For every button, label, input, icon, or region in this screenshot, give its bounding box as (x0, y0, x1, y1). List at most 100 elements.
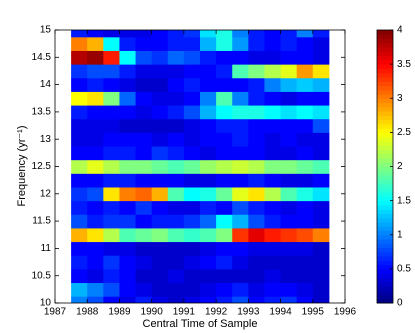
heatmap-cell (103, 50, 120, 65)
heatmap-cell (103, 227, 120, 243)
heatmap-cell (264, 173, 282, 188)
heatmap-cell (71, 186, 88, 202)
colorbar-swatch (377, 119, 393, 125)
heatmap-cell (167, 105, 185, 120)
colorbar-swatch (377, 64, 393, 69)
heatmap-cell (103, 146, 120, 161)
heatmap-cell (71, 241, 88, 256)
heatmap-cell (248, 227, 265, 243)
heatmap-cell (232, 36, 249, 51)
heatmap-cell (200, 64, 217, 79)
heatmap-cell (103, 282, 120, 297)
heatmap-cell (119, 118, 137, 133)
heatmap-cell (280, 50, 298, 65)
heatmap-cell (264, 159, 282, 174)
heatmap-cell (151, 268, 169, 284)
heatmap-cell (312, 186, 330, 202)
colorbar-swatch (377, 281, 393, 287)
heatmap-cell (312, 118, 330, 133)
heatmap-cell (135, 105, 153, 120)
heatmap-cell (248, 64, 265, 79)
y-tick-label: 12 (40, 188, 52, 199)
heatmap-cell (135, 296, 153, 303)
heatmap-cell (296, 64, 314, 79)
colorbar-swatch (377, 260, 393, 266)
heatmap-cell (216, 241, 233, 256)
heatmap-cell (119, 255, 137, 270)
colorbar-tick-label: 4 (397, 25, 403, 36)
colorbar-tick-label: 2.5 (397, 127, 411, 138)
heatmap-cell (167, 268, 185, 284)
heatmap-cell (296, 186, 314, 202)
heatmap-cell (183, 241, 201, 256)
x-tick-label: 1992 (205, 307, 228, 318)
heatmap-cell (232, 296, 249, 303)
heatmap-cell (232, 118, 249, 133)
heatmap-cell (200, 132, 217, 147)
heatmap-cell (119, 50, 137, 65)
heatmap-cell (216, 282, 233, 297)
heatmap-cell (71, 50, 88, 65)
heatmap-cell (216, 186, 233, 202)
colorbar-swatch (377, 106, 393, 112)
heatmap-cell (103, 200, 120, 215)
heatmap-cell (87, 227, 104, 243)
heatmap-cell (183, 50, 201, 65)
heatmap-cell (151, 91, 169, 106)
colorbar-swatch (377, 213, 393, 219)
heatmap-cell (151, 118, 169, 133)
colorbar-swatch (377, 38, 393, 44)
y-tick-label: 13.5 (32, 107, 52, 118)
heatmap-cell (312, 91, 330, 106)
heatmap-cell (232, 159, 249, 174)
heatmap-cell (248, 214, 265, 229)
heatmap-cell (119, 241, 137, 256)
heatmap-cell (216, 227, 233, 243)
heatmap-cell (167, 159, 185, 174)
heatmap-cell (312, 64, 330, 79)
colorbar-swatch (377, 234, 393, 240)
heatmap-cell (119, 214, 137, 229)
heatmap-cell (248, 268, 265, 284)
heatmap-cell (232, 200, 249, 215)
colorbar-swatch (377, 76, 393, 82)
heatmap-cell (232, 132, 249, 147)
heatmap-cell (216, 214, 233, 229)
heatmap-cell (119, 105, 137, 120)
heatmap-cell (183, 227, 201, 243)
heatmap-cell (296, 255, 314, 270)
heatmap-cell (135, 255, 153, 270)
heatmap-cell (151, 227, 169, 243)
colorbar-tick-label: 1.5 (397, 195, 411, 206)
heatmap-cell (232, 241, 249, 256)
colorbar-swatch (377, 42, 393, 48)
colorbar-swatch (377, 157, 393, 163)
heatmap-cell (87, 255, 104, 270)
heatmap-cell (232, 64, 249, 79)
heatmap-cell (296, 214, 314, 229)
heatmap-cell (87, 118, 104, 133)
heatmap-cell (135, 200, 153, 215)
heatmap-cell (135, 186, 153, 202)
heatmap-cell (232, 186, 249, 202)
heatmap-cell (183, 268, 201, 284)
heatmap-cell (151, 105, 169, 120)
heatmap-cell (167, 241, 185, 256)
heatmap-cell (264, 255, 282, 270)
heatmap-cell (119, 91, 137, 106)
heatmap-cell (151, 64, 169, 79)
colorbar-swatch (377, 128, 393, 133)
heatmap-cell (216, 146, 233, 161)
heatmap-cell (167, 200, 185, 215)
heatmap-cell (167, 64, 185, 79)
heatmap-cell (312, 173, 330, 188)
heatmap-cell (167, 36, 185, 51)
plot-frame (54, 29, 346, 304)
heatmap-cell (167, 186, 185, 202)
heatmap-cell (280, 36, 298, 51)
heatmap-cell (280, 200, 298, 215)
heatmap-cell (232, 227, 249, 243)
heatmap-cell (312, 227, 330, 243)
heatmap-cell (232, 268, 249, 284)
heatmap-cell (167, 227, 185, 243)
